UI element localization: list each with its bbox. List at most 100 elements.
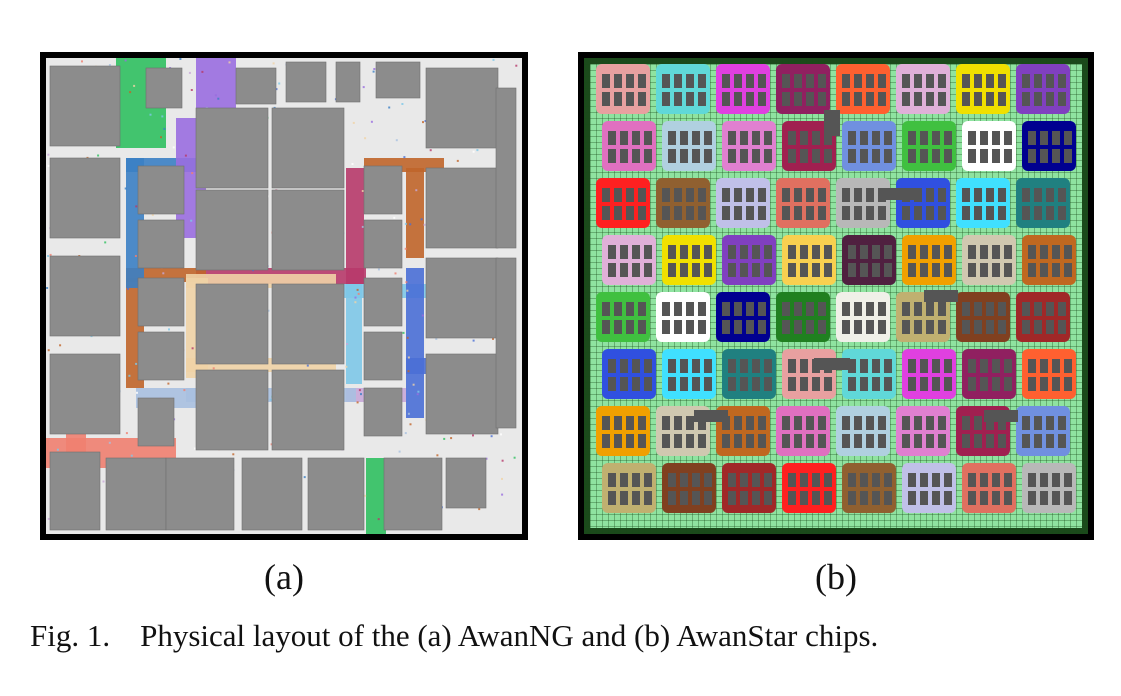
cluster-macro (842, 320, 850, 334)
cluster-macro (1022, 434, 1030, 448)
cluster-macro (1040, 131, 1048, 145)
cluster-macro (932, 491, 940, 505)
cluster-macro (686, 188, 694, 202)
cell-speck (160, 136, 162, 139)
cluster-macro (824, 263, 832, 277)
cell-speck (133, 84, 136, 87)
cluster-macro (878, 188, 886, 202)
cluster-macro (680, 131, 688, 145)
cluster-macro (620, 491, 628, 505)
cell-speck (422, 121, 424, 124)
cell-speck (436, 454, 439, 457)
cell-speck (417, 390, 420, 393)
cluster-macro (848, 377, 856, 391)
cluster-macro (932, 377, 940, 391)
cell-speck (435, 337, 438, 340)
macro-block-36 (383, 457, 443, 531)
cluster-block-7 (1016, 64, 1070, 114)
cluster-macro (986, 434, 994, 448)
cluster-macro (698, 92, 706, 106)
cluster-macro (686, 74, 694, 88)
cluster-macro (848, 245, 856, 259)
cell-speck (405, 281, 408, 284)
cluster-macro (854, 320, 862, 334)
cluster-macro (782, 188, 790, 202)
cluster-macro (764, 263, 772, 277)
cluster-macro (722, 416, 730, 430)
cluster-macro (692, 245, 700, 259)
chip-layout-awanng (40, 52, 528, 540)
cluster-macro (1040, 245, 1048, 259)
cluster-macro (878, 302, 886, 316)
cluster-macro (602, 92, 610, 106)
cluster-macro (860, 131, 868, 145)
cluster-macro (620, 245, 628, 259)
cluster-macro (698, 320, 706, 334)
cluster-macro (812, 245, 820, 259)
cluster-macro (1004, 377, 1012, 391)
grid-line-h-288 (584, 346, 1088, 347)
cluster-block-35 (776, 292, 830, 342)
cell-speck (354, 301, 357, 304)
grid-line-h-408 (584, 466, 1088, 467)
cluster-macro (752, 377, 760, 391)
grid-line-h-462 (584, 520, 1088, 521)
grid-line-v-486 (1070, 58, 1071, 534)
cluster-macro (602, 188, 610, 202)
cluster-macro (998, 434, 1006, 448)
cluster-macro (884, 377, 892, 391)
cluster-macro (662, 206, 670, 220)
cluster-macro (740, 263, 748, 277)
grid-line-h-348 (584, 406, 1088, 407)
cluster-macro (848, 491, 856, 505)
cluster-macro (1040, 491, 1048, 505)
route-channel-3 (406, 168, 424, 258)
cluster-macro (860, 377, 868, 391)
cluster-macro (758, 74, 766, 88)
cluster-macro (800, 377, 808, 391)
cell-speck (360, 393, 362, 396)
cluster-macro (698, 416, 706, 430)
cluster-macro (920, 149, 928, 163)
cluster-macro (812, 473, 820, 487)
cell-speck (124, 187, 127, 190)
cluster-macro (1004, 149, 1012, 163)
cluster-macro (1028, 491, 1036, 505)
cluster-macro (620, 263, 628, 277)
cluster-macro (878, 92, 886, 106)
cell-speck (267, 309, 270, 312)
cluster-macro (818, 92, 826, 106)
cluster-macro (992, 359, 1000, 373)
cluster-macro (644, 245, 652, 259)
route-channel-10 (346, 284, 362, 384)
cluster-macro (884, 359, 892, 373)
cell-speck (127, 287, 129, 290)
cluster-macro (992, 263, 1000, 277)
grid-line-v-498 (1082, 58, 1083, 534)
macro-block-6 (195, 107, 269, 189)
cell-speck (49, 253, 52, 256)
cluster-macro (902, 74, 910, 88)
cluster-macro (860, 263, 868, 277)
awanng-layout-graphic (46, 58, 522, 534)
awanstar-layout-graphic (584, 58, 1088, 534)
cluster-block-28 (842, 235, 896, 285)
cluster-block-51 (776, 406, 830, 456)
cluster-macro (704, 491, 712, 505)
cluster-macro (674, 416, 682, 430)
cluster-macro (800, 473, 808, 487)
cluster-macro (878, 434, 886, 448)
cluster-block-26 (722, 235, 776, 285)
cluster-macro (794, 320, 802, 334)
cluster-macro (620, 377, 628, 391)
cluster-macro (674, 302, 682, 316)
cluster-macro (740, 359, 748, 373)
macro-block-15 (137, 219, 185, 269)
macro-block-38 (495, 87, 517, 249)
cluster-macro (734, 434, 742, 448)
cell-speck (402, 331, 405, 334)
cluster-macro (758, 92, 766, 106)
cell-speck (478, 508, 481, 511)
cluster-macro (1040, 473, 1048, 487)
cluster-block-8 (602, 121, 656, 171)
